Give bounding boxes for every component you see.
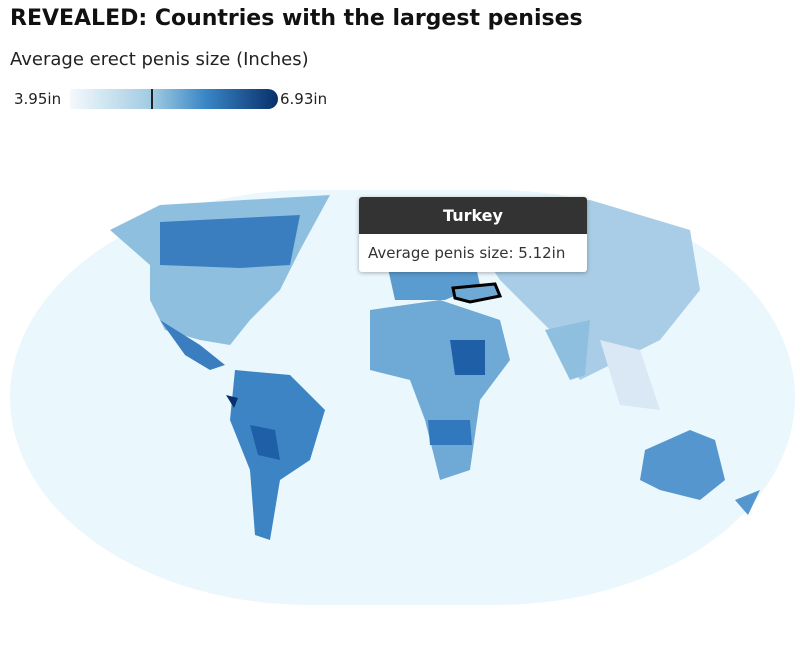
legend-max: 6.93in — [280, 90, 328, 108]
legend-min: 3.95in — [14, 90, 62, 108]
ecuador — [226, 395, 238, 408]
mexico — [160, 320, 225, 370]
bolivia — [250, 425, 280, 460]
canada — [160, 215, 300, 268]
india — [545, 320, 590, 380]
turkey[interactable] — [451, 282, 503, 304]
legend-marker — [150, 89, 153, 109]
tooltip-title: Turkey — [359, 197, 587, 234]
sudan — [450, 340, 485, 375]
new-zealand — [735, 490, 760, 515]
tooltip-text: Average penis size: 5.12in — [368, 244, 566, 262]
legend-bar — [70, 89, 278, 109]
southeast-asia — [600, 340, 660, 410]
southern-africa — [428, 420, 472, 445]
subtitle: Average erect penis size (Inches) — [10, 49, 309, 70]
tooltip: Turkey Average penis size: 5.12in — [359, 197, 587, 272]
title: REVEALED: Countries with the largest pen… — [10, 6, 583, 31]
australia — [640, 430, 725, 500]
